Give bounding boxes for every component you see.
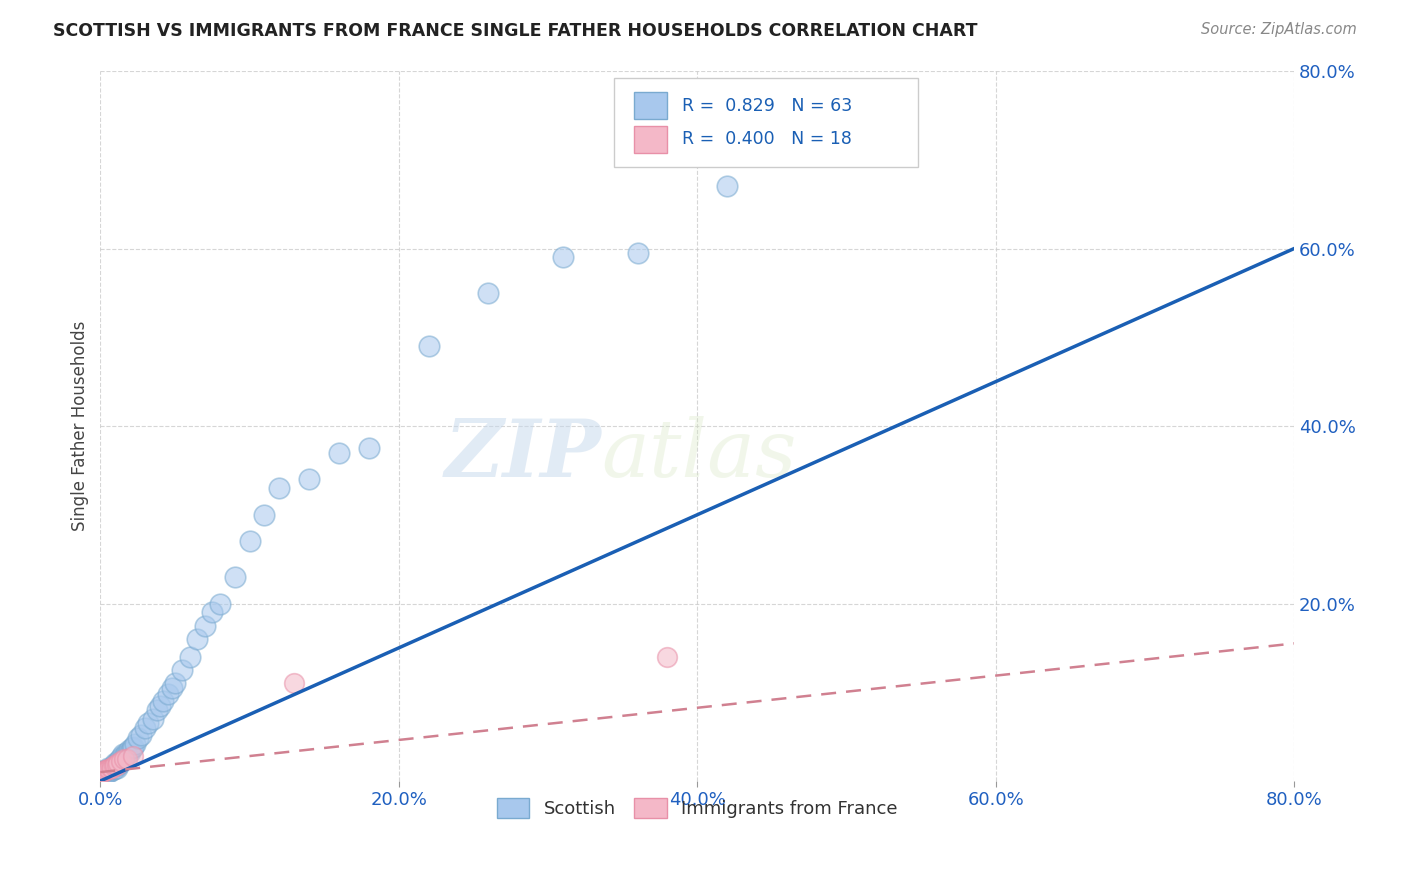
Point xyxy=(94,764,117,778)
Point xyxy=(94,765,117,780)
Point xyxy=(239,534,262,549)
Point xyxy=(120,745,142,759)
Point xyxy=(122,749,145,764)
Point xyxy=(100,761,122,775)
Point xyxy=(142,712,165,726)
Point xyxy=(121,741,143,756)
Point xyxy=(283,676,305,690)
Point xyxy=(105,758,128,772)
Point xyxy=(115,747,138,762)
Point xyxy=(477,285,499,300)
Point xyxy=(129,728,152,742)
FancyBboxPatch shape xyxy=(613,78,918,167)
Point xyxy=(122,740,145,755)
Point xyxy=(100,763,122,777)
Point xyxy=(101,761,124,775)
Point xyxy=(101,761,124,775)
Point xyxy=(91,765,114,780)
Point xyxy=(357,441,380,455)
Point xyxy=(97,761,120,775)
Point xyxy=(224,570,246,584)
Text: Source: ZipAtlas.com: Source: ZipAtlas.com xyxy=(1201,22,1357,37)
Point xyxy=(149,698,172,713)
Point xyxy=(112,749,135,764)
Point xyxy=(115,752,138,766)
Point xyxy=(96,764,118,778)
Point xyxy=(98,763,121,777)
Point xyxy=(97,763,120,777)
Point xyxy=(551,251,574,265)
Point xyxy=(146,703,169,717)
Point xyxy=(110,755,132,769)
Point xyxy=(100,761,122,775)
Point xyxy=(136,716,159,731)
Point xyxy=(103,759,125,773)
Point xyxy=(108,756,131,771)
Point xyxy=(107,755,129,769)
Point xyxy=(101,764,124,778)
Point xyxy=(91,765,114,780)
Point xyxy=(107,756,129,771)
Point xyxy=(626,246,648,260)
Legend: Scottish, Immigrants from France: Scottish, Immigrants from France xyxy=(489,791,904,825)
Point xyxy=(194,618,217,632)
Text: R =  0.400   N = 18: R = 0.400 N = 18 xyxy=(682,130,852,148)
Text: R =  0.829   N = 63: R = 0.829 N = 63 xyxy=(682,97,852,115)
Point xyxy=(98,765,121,780)
Point xyxy=(112,752,135,766)
Point xyxy=(110,750,132,764)
FancyBboxPatch shape xyxy=(634,126,668,153)
Text: atlas: atlas xyxy=(602,416,797,493)
Point xyxy=(111,752,134,766)
Point xyxy=(90,765,112,780)
Point xyxy=(328,445,350,459)
Point xyxy=(418,339,440,353)
Point xyxy=(105,761,128,775)
Point xyxy=(114,746,136,760)
Point xyxy=(156,687,179,701)
Point xyxy=(118,743,141,757)
Point xyxy=(657,649,679,664)
Point xyxy=(253,508,276,522)
Point xyxy=(716,179,738,194)
Point xyxy=(179,649,201,664)
Point xyxy=(172,663,194,677)
Point xyxy=(269,481,291,495)
Point xyxy=(110,755,132,769)
Point xyxy=(127,731,149,746)
Point xyxy=(201,606,224,620)
Y-axis label: Single Father Households: Single Father Households xyxy=(72,321,89,532)
Point xyxy=(208,597,231,611)
Point xyxy=(104,758,127,772)
Text: ZIP: ZIP xyxy=(444,416,602,493)
Point xyxy=(108,752,131,766)
Point xyxy=(97,765,120,780)
FancyBboxPatch shape xyxy=(634,93,668,120)
Point xyxy=(107,758,129,772)
Point xyxy=(163,676,186,690)
Point xyxy=(103,763,125,777)
Point xyxy=(96,764,118,778)
Point xyxy=(160,681,183,695)
Point xyxy=(186,632,208,646)
Text: SCOTTISH VS IMMIGRANTS FROM FRANCE SINGLE FATHER HOUSEHOLDS CORRELATION CHART: SCOTTISH VS IMMIGRANTS FROM FRANCE SINGL… xyxy=(53,22,979,40)
Point xyxy=(111,747,134,762)
Point xyxy=(124,737,146,751)
Point xyxy=(103,758,125,772)
Point xyxy=(152,694,174,708)
Point xyxy=(104,761,127,775)
Point xyxy=(104,756,127,771)
Point xyxy=(134,721,156,735)
Point xyxy=(98,764,121,778)
Point xyxy=(104,758,127,772)
Point xyxy=(105,756,128,771)
Point xyxy=(298,472,321,486)
